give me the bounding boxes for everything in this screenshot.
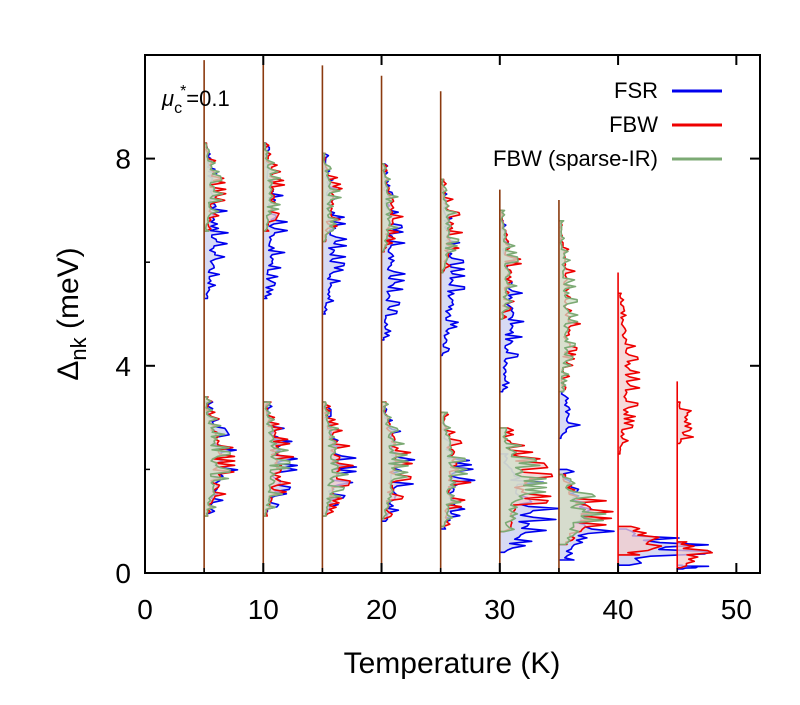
x-tick-label-50: 50 xyxy=(721,594,752,625)
legend: FSR FBW FBW (sparse-IR) xyxy=(493,78,722,171)
y-axis-title-rest: (meV) xyxy=(52,247,85,337)
distribution-line-fsr-high-35k xyxy=(558,390,581,440)
legend-label-fsr: FSR xyxy=(614,78,658,103)
distribution-fill-fsr-high-20k xyxy=(381,163,405,340)
distribution-line-fbw_sparse_ir-high-5k xyxy=(204,142,224,232)
y-axis-title-main: Δ xyxy=(52,361,85,381)
distribution-line-fbw_sparse_ir-high-15k xyxy=(322,152,342,243)
distribution-fill-fbw_sparse_ir-high-30k xyxy=(499,210,518,320)
distribution-line-fbw_sparse_ir-low-30k xyxy=(499,427,548,533)
distribution-line-fbw-high-10k xyxy=(263,142,286,232)
distribution-line-fbw-low-15k xyxy=(322,401,354,517)
distribution-fill-fbw-low-40k xyxy=(618,526,662,555)
distribution-line-fbw_sparse_ir-high-35k xyxy=(558,220,579,393)
distribution-line-fbw-high-45k xyxy=(677,401,695,445)
legend-label-fbw-sparse-ir: FBW (sparse-IR) xyxy=(493,146,658,171)
distribution-fill-fbw_sparse_ir-low-25k xyxy=(440,412,468,527)
distribution-line-fbw-low-5k xyxy=(204,396,236,517)
x-tick-label-30: 30 xyxy=(484,594,515,625)
distribution-line-fbw-low-40k xyxy=(618,525,663,556)
distribution-fill-fsr-high-35k xyxy=(558,391,580,439)
x-tick-label-0: 0 xyxy=(137,594,153,625)
x-tick-label-10: 10 xyxy=(248,594,279,625)
distribution-line-fbw_sparse_ir-low-35k xyxy=(558,473,607,546)
distribution-line-fbw_sparse_ir-high-25k xyxy=(440,178,460,274)
y-axis-title-sub: nk xyxy=(66,336,91,360)
distribution-line-fbw_sparse_ir-low-10k xyxy=(263,401,291,517)
annotation-mu-sup: * xyxy=(180,83,186,100)
annotation-mu-sub: c xyxy=(174,100,182,117)
y-axis-title: Δnk (meV) xyxy=(52,247,91,380)
distribution-line-fbw_sparse_ir-low-25k xyxy=(440,411,469,528)
distribution-line-fsr-high-20k xyxy=(381,163,406,341)
distribution-line-fbw_sparse_ir-low-20k xyxy=(381,401,409,520)
svg-text:μc*=0.1: μc*=0.1 xyxy=(161,83,230,117)
annotation-mu: μ xyxy=(161,86,174,111)
x-tick-label-40: 40 xyxy=(602,594,633,625)
distribution-line-fbw_sparse_ir-high-20k xyxy=(381,163,399,253)
distribution-line-fbw_sparse_ir-high-10k xyxy=(263,142,282,232)
distribution-line-fbw-high-40k xyxy=(618,292,641,455)
distribution-fill-fbw_sparse_ir-high-20k xyxy=(381,163,398,252)
annotation-mu-c: μc*=0.1 xyxy=(161,83,230,117)
y-tick-label-4: 4 xyxy=(115,351,131,382)
annotation-value: =0.1 xyxy=(186,86,229,111)
legend-label-fbw: FBW xyxy=(609,112,658,137)
x-axis-title: Temperature (K) xyxy=(344,647,561,680)
distribution-fill-fsr-high-15k xyxy=(322,153,347,314)
distribution-line-fbw_sparse_ir-low-5k xyxy=(204,396,231,517)
distribution-line-fbw-low-45k xyxy=(677,541,714,569)
y-tick-label-8: 8 xyxy=(115,144,131,175)
axis-ticks: 0 10 20 30 40 50 0 4 8 xyxy=(115,55,760,625)
distribution-line-fbw_sparse_ir-high-30k xyxy=(499,209,519,321)
series-layer xyxy=(203,60,714,573)
x-tick-label-20: 20 xyxy=(366,594,397,625)
distribution-fill-fbw-low-45k xyxy=(677,541,713,568)
plot-frame xyxy=(144,54,761,574)
distribution-line-fbw_sparse_ir-low-15k xyxy=(322,401,349,517)
y-tick-label-0: 0 xyxy=(115,558,131,589)
